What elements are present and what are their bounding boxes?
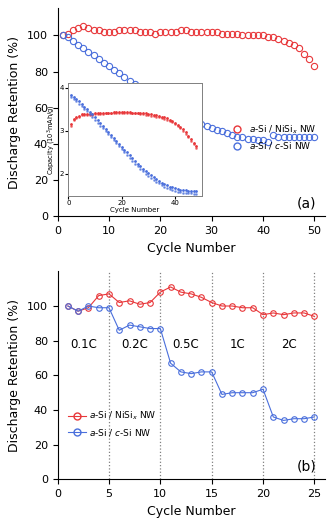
Text: (a): (a) xyxy=(297,196,317,210)
X-axis label: Cycle Number: Cycle Number xyxy=(147,504,235,518)
Y-axis label: Discharge Retention (%): Discharge Retention (%) xyxy=(8,299,21,452)
Text: 0.5C: 0.5C xyxy=(172,338,199,351)
Text: 1C: 1C xyxy=(229,338,245,351)
Text: 0.1C: 0.1C xyxy=(70,338,97,351)
Legend: $a$-Si / NiSi$_x$ NW, $a$-Si / $c$-Si NW: $a$-Si / NiSi$_x$ NW, $a$-Si / $c$-Si NW xyxy=(65,407,160,442)
Legend: $a$-Si / NiSi$_x$ NW, $a$-Si / $c$-Si NW: $a$-Si / NiSi$_x$ NW, $a$-Si / $c$-Si NW xyxy=(225,120,320,155)
X-axis label: Cycle Number: Cycle Number xyxy=(147,241,235,255)
Text: 0.2C: 0.2C xyxy=(121,338,148,351)
Y-axis label: Discharge Retention (%): Discharge Retention (%) xyxy=(8,36,21,189)
Text: (b): (b) xyxy=(297,459,317,473)
Text: 2C: 2C xyxy=(281,338,297,351)
